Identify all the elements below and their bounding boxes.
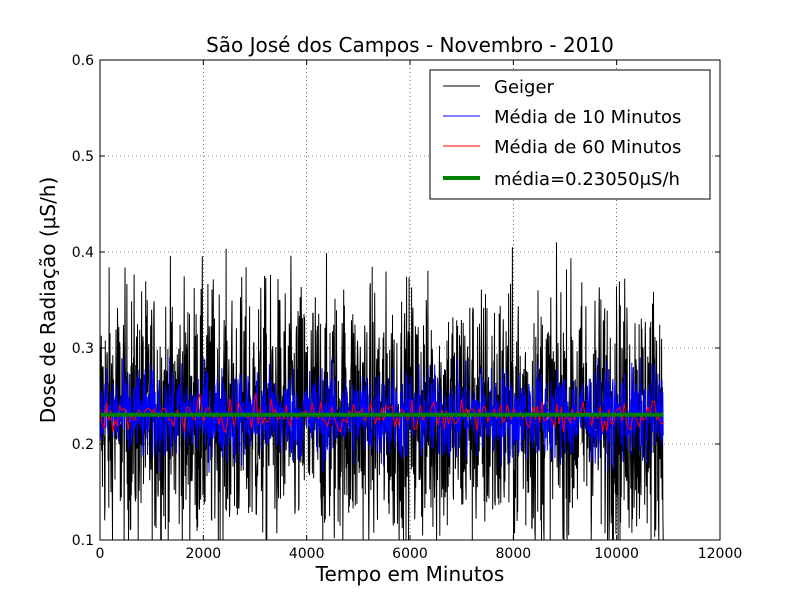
y-tick-label: 0.5 [72,149,94,165]
x-tick-label: 12000 [698,546,743,562]
series-media-60-min [100,392,664,434]
series-layer [100,242,664,540]
series-geiger [100,242,664,540]
x-tick-label: 10000 [594,546,639,562]
y-tick-label: 0.6 [72,53,94,69]
y-tick-label: 0.3 [72,341,94,357]
legend-label-media-10: Média de 10 Minutos [494,107,681,128]
legend-label-geiger: Geiger [494,77,555,98]
legend-label-mean: média=0.23050μS/h [494,169,680,190]
y-tick-label: 0.2 [72,437,94,453]
y-axis-label: Dose de Radiação (μS/h) [36,177,60,424]
x-axis-label: Tempo em Minutos [315,562,505,586]
chart-title: São José dos Campos - Novembro - 2010 [206,33,614,57]
legend-label-media-60: Média de 60 Minutos [494,137,681,158]
x-tick-label: 6000 [392,546,428,562]
legend-box [429,69,711,200]
x-tick-label: 4000 [289,546,325,562]
legend: Geiger Média de 10 Minutos Média de 60 M… [429,69,711,200]
series-media-10-min [100,357,664,473]
y-tick-label: 0.4 [72,245,94,261]
y-tick-label: 0.1 [72,533,94,549]
x-tick-label: 8000 [496,546,532,562]
x-tick-label: 2000 [186,546,222,562]
x-tick-label: 0 [96,546,105,562]
ticks: 0 2000 4000 6000 8000 10000 12000 0.1 0.2 0.3 0.4 0… [72,53,743,562]
